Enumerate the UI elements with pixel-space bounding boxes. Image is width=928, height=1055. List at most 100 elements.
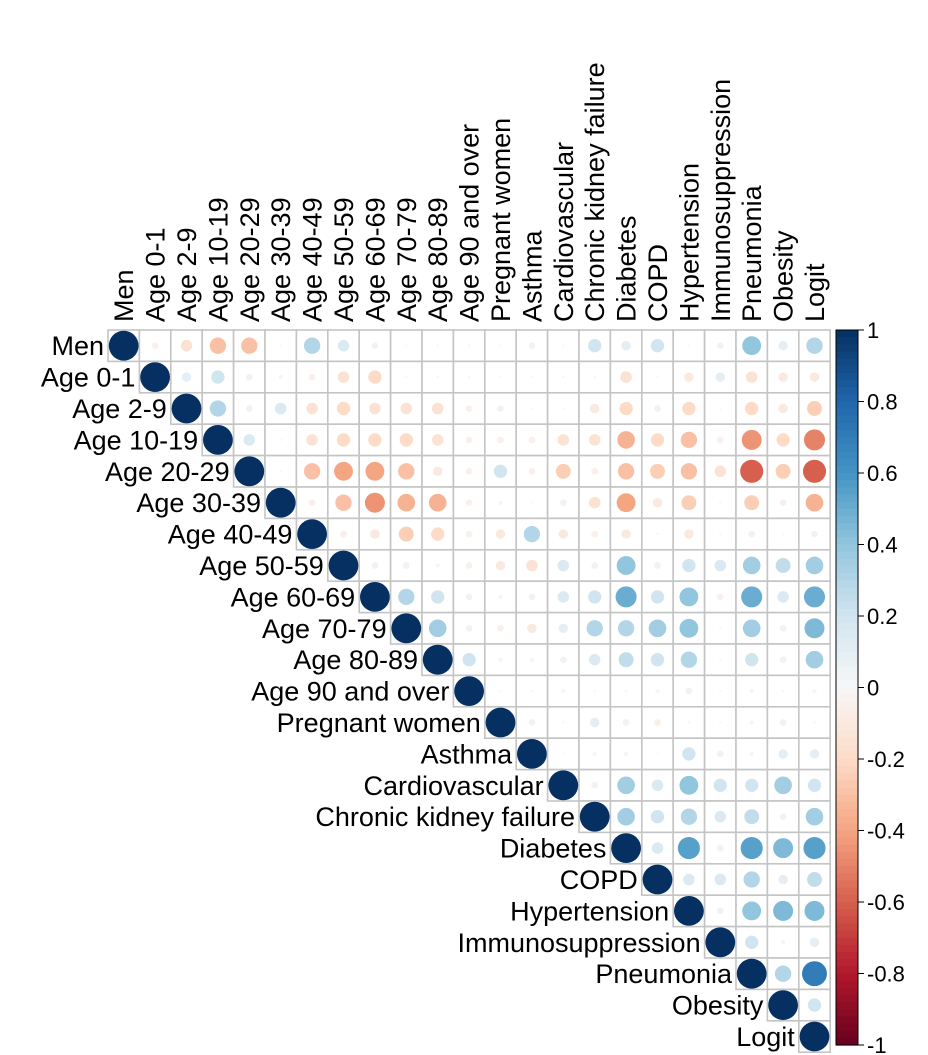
circle-age-2-9-age-50-59 — [336, 401, 351, 416]
colorbar-segment — [836, 1009, 858, 1017]
circle-age-0-1-pregnant-women — [499, 375, 502, 379]
colorbar-segment — [836, 673, 858, 681]
circle-age-30-39-age-50-59 — [335, 494, 352, 511]
circle-hypertension-pneumonia — [742, 901, 762, 921]
colorbar-segment — [836, 430, 858, 438]
colorbar-segment — [836, 780, 858, 789]
colorbar-tick-label: 0.8 — [867, 390, 898, 415]
colorbar-segment — [836, 372, 858, 381]
circle-age-10-19-copd — [650, 433, 665, 447]
circle-age-20-29-age-30-39 — [279, 470, 282, 473]
circle-age-90-and-over-pregnant-women — [499, 689, 502, 693]
circle-age-0-1-age-70-79 — [405, 375, 408, 379]
circle-age-0-1-age-0-1 — [140, 362, 171, 392]
circle-age-0-1-age-10-19 — [211, 370, 225, 384]
circle-men-immunosuppression — [716, 342, 724, 350]
colorbar-segment — [836, 666, 858, 674]
colorbar-segment — [836, 894, 858, 903]
circle-cardiovascular-chronic-kidney-failure — [591, 781, 599, 789]
row-label-immunosuppression: Immunosuppression — [457, 928, 700, 958]
column-label-age-20-29: Age 20-29 — [235, 197, 265, 322]
circle-chronic-kidney-failure-chronic-kidney-failure — [579, 801, 610, 832]
circle-age-2-9-logit — [807, 401, 822, 416]
circle-age-10-19-pregnant-women — [497, 436, 504, 444]
circle-age-30-39-logit — [805, 493, 824, 512]
column-label-obesity: Obesity — [769, 230, 799, 322]
circle-age-50-59-asthma — [526, 559, 538, 572]
circle-cardiovascular-obesity — [774, 776, 792, 795]
circle-age-0-1-age-40-49 — [308, 373, 316, 381]
column-label-age-40-49: Age 40-49 — [298, 197, 328, 322]
column-label-asthma: Asthma — [517, 229, 547, 322]
circle-age-70-79-age-70-79 — [391, 613, 422, 644]
circle-age-20-29-age-60-69 — [365, 461, 385, 481]
column-label-logit: Logit — [800, 263, 830, 322]
circle-age-0-1-age-80-89 — [436, 375, 439, 379]
column-label-age-90-and-over: Age 90 and over — [455, 124, 485, 322]
row-label-age-40-49: Age 40-49 — [168, 520, 293, 550]
circle-age-50-59-age-70-79 — [402, 562, 410, 569]
column-label-age-10-19: Age 10-19 — [203, 197, 233, 322]
circle-age-30-39-age-30-39 — [265, 487, 296, 518]
circle-age-70-79-hypertension — [679, 618, 699, 638]
column-label-age-30-39: Age 30-39 — [266, 197, 296, 322]
colorbar-segment — [836, 1030, 858, 1039]
circle-age-2-9-chronic-kidney-failure — [589, 403, 600, 414]
circle-men-men — [108, 330, 139, 361]
colorbar-segment — [836, 401, 858, 410]
circle-age-20-29-pneumonia — [740, 459, 764, 483]
circle-age-40-49-age-50-59 — [340, 530, 347, 538]
colorbar-segment — [836, 837, 858, 846]
colorbar-segment — [836, 916, 858, 925]
circle-age-90-and-over-diabetes — [624, 689, 628, 693]
colorbar-segment — [836, 558, 858, 567]
circle-age-2-9-asthma — [530, 407, 534, 410]
colorbar-segment — [836, 630, 858, 639]
column-label-diabetes: Diabetes — [612, 215, 642, 322]
row-label-chronic-kidney-failure: Chronic kidney failure — [315, 802, 575, 832]
circle-men-age-50-59 — [337, 339, 350, 352]
colorbar-segment — [836, 809, 858, 817]
circle-chronic-kidney-failure-obesity — [779, 813, 787, 821]
colorbar-segment — [836, 330, 858, 338]
circle-age-70-79-logit — [804, 618, 825, 639]
circle-men-age-90-and-over — [467, 344, 471, 347]
colorbar-segment — [836, 866, 858, 874]
circle-age-20-29-logit — [802, 459, 827, 483]
circle-age-2-9-copd — [654, 405, 661, 412]
row-label-age-80-89: Age 80-89 — [293, 645, 418, 675]
circle-age-90-and-over-asthma — [530, 689, 534, 693]
circle-age-2-9-hypertension — [682, 401, 696, 416]
circle-age-0-1-copd — [656, 375, 659, 379]
circle-cardiovascular-cardiovascular — [548, 770, 579, 801]
circle-men-age-60-69 — [371, 342, 379, 350]
circle-age-0-1-immunosuppression — [715, 372, 726, 382]
circle-age-20-29-diabetes — [617, 463, 635, 480]
circle-age-50-59-age-80-89 — [435, 563, 440, 568]
row-label-hypertension: Hypertension — [510, 896, 669, 926]
circle-asthma-obesity — [778, 749, 788, 759]
circle-men-age-2-9 — [180, 339, 193, 352]
circle-age-30-39-copd — [652, 497, 663, 508]
circle-age-2-9-cardiovascular — [562, 407, 565, 410]
circle-asthma-cardiovascular — [562, 752, 565, 756]
circle-age-70-79-obesity — [779, 624, 787, 632]
circle-cardiovascular-immunosuppression — [713, 778, 727, 792]
circle-age-40-49-age-40-49 — [297, 519, 327, 549]
circle-asthma-logit — [809, 749, 820, 759]
circle-age-60-69-obesity — [777, 591, 789, 603]
circle-age-50-59-chronic-kidney-failure — [591, 562, 599, 569]
colorbar-segment — [836, 687, 858, 696]
circle-age-50-59-pregnant-women — [495, 560, 506, 571]
column-label-age-0-1: Age 0-1 — [141, 227, 171, 322]
circle-age-90-and-over-cardiovascular — [561, 688, 566, 694]
colorbar-segment — [836, 994, 858, 1003]
circle-pneumonia-pneumonia — [736, 958, 767, 989]
colorbar-segment — [836, 980, 858, 989]
circle-age-30-39-asthma — [530, 501, 534, 504]
column-label-chronic-kidney-failure: Chronic kidney failure — [580, 62, 610, 322]
circle-age-70-79-copd — [648, 619, 667, 638]
colorbar-segment — [836, 759, 858, 767]
circle-asthma-hypertension — [682, 747, 696, 761]
